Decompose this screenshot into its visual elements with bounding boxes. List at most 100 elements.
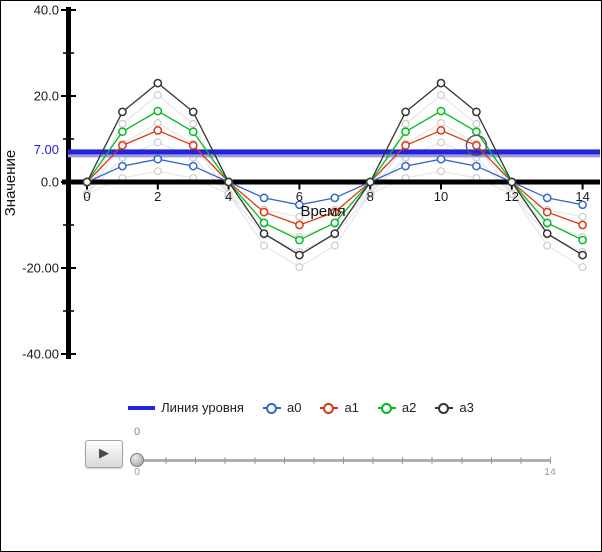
series-point-a0[interactable]: [436, 154, 446, 164]
y-axis-tick: [61, 353, 76, 355]
y-tick-label: -40.00: [22, 347, 59, 362]
series-point-a2[interactable]: [330, 218, 340, 228]
series-point-a3[interactable]: [365, 177, 375, 187]
ghost-series-point: [224, 190, 233, 199]
ghost-series-point: [260, 241, 269, 250]
series-point-a3[interactable]: [153, 78, 163, 88]
series-point-a3[interactable]: [401, 107, 410, 117]
legend-item-level-line[interactable]: Линия уровня: [128, 400, 244, 415]
series-point-a1[interactable]: [472, 141, 481, 150]
x-axis-tick: [510, 184, 513, 190]
slider-handle[interactable]: [130, 453, 144, 467]
series-point-a2[interactable]: [542, 218, 552, 228]
play-button[interactable]: ▶: [85, 440, 123, 468]
series-point-a2[interactable]: [259, 218, 269, 228]
y-axis-minor-tick: [63, 310, 74, 312]
series-point-a1[interactable]: [153, 126, 163, 135]
series-point-a0[interactable]: [401, 161, 410, 171]
ghost-series-point: [118, 119, 127, 128]
series-point-a1[interactable]: [330, 207, 340, 217]
series-point-a0[interactable]: [188, 161, 198, 171]
a1-marker-icon: [320, 402, 339, 414]
slider-min-label: 0: [134, 466, 140, 478]
x-tick-label: 12: [505, 189, 519, 204]
series-point-a0[interactable]: [118, 161, 127, 171]
series-point-a0[interactable]: [578, 200, 587, 210]
ghost-series-point: [295, 263, 304, 272]
series-point-a2[interactable]: [295, 235, 304, 245]
level-line[interactable]: [68, 149, 600, 155]
series-point-a3[interactable]: [82, 177, 92, 187]
series-point-a3[interactable]: [330, 229, 340, 238]
series-point-a1[interactable]: [188, 141, 198, 150]
series-point-a0[interactable]: [153, 154, 163, 164]
level-line-value-label: 7.00: [34, 142, 59, 157]
chart-legend: Линия уровня a0 a1 a2: [1, 400, 601, 415]
series-point-a3[interactable]: [507, 177, 517, 187]
series-point-a1[interactable]: [118, 141, 127, 150]
series-point-a0[interactable]: [330, 193, 340, 203]
ghost-series-point: [153, 167, 162, 176]
x-axis-tick: [227, 184, 230, 190]
series-point-a3[interactable]: [295, 250, 304, 260]
ghost-series-point: [543, 241, 552, 250]
series-point-a2[interactable]: [401, 127, 410, 137]
y-tick-label: -20.00: [22, 261, 59, 276]
x-axis-title: Время: [300, 203, 345, 220]
ghost-series-point: [366, 190, 375, 199]
series-point-a1[interactable]: [295, 220, 304, 230]
y-tick-label: 20.0: [34, 89, 59, 104]
series-point-a3[interactable]: [118, 107, 127, 117]
a3-marker-icon: [435, 402, 454, 414]
legend-item-a0[interactable]: a0: [262, 400, 301, 415]
series-point-a0[interactable]: [295, 200, 304, 210]
series-point-a1[interactable]: [259, 207, 269, 217]
series-point-a3[interactable]: [542, 229, 552, 238]
y-axis-title: Значение: [2, 150, 19, 217]
series-point-a0[interactable]: [259, 193, 269, 203]
x-tick-label: 14: [575, 189, 589, 204]
x-tick-label: 0: [83, 189, 90, 204]
slider-max-label: 14: [544, 466, 556, 478]
x-axis-tick: [298, 184, 301, 190]
series-point-a2[interactable]: [436, 106, 446, 116]
series-point-a1[interactable]: [542, 207, 552, 217]
series-point-a2[interactable]: [188, 127, 198, 137]
x-axis-tick: [440, 184, 442, 190]
legend-item-a2[interactable]: a2: [377, 400, 416, 415]
series-point-a2[interactable]: [153, 106, 163, 116]
series-point-a0[interactable]: [472, 161, 481, 171]
series-point-a1[interactable]: [578, 220, 587, 230]
series-point-a3[interactable]: [436, 78, 446, 88]
x-tick-label: 2: [154, 189, 161, 204]
series-point-a2[interactable]: [472, 127, 481, 137]
series-point-a1[interactable]: [401, 141, 410, 150]
x-axis-tick: [86, 184, 88, 190]
series-point-a3[interactable]: [188, 107, 198, 117]
ghost-series-point: [437, 167, 446, 176]
legend-item-a1[interactable]: a1: [320, 400, 359, 415]
level-line-swatch-icon: [128, 405, 156, 410]
series-point-a3[interactable]: [578, 250, 587, 260]
series-point-a3[interactable]: [472, 107, 481, 117]
series-point-a2[interactable]: [578, 235, 587, 245]
ghost-series-point: [437, 119, 446, 128]
ghost-series-point: [507, 190, 516, 199]
ghost-series-point: [401, 119, 410, 128]
line-chart[interactable]: 40.0 20.0 0.0 -20.00 -40.00 7.00 0 2 4 6 8 10 12 14 Вр…: [1, 1, 602, 393]
ghost-series-point: [578, 212, 587, 221]
play-icon: ▶: [99, 446, 109, 461]
x-tick-label: 4: [225, 189, 232, 204]
selected-point-ring: [465, 134, 488, 157]
x-tick-label: 6: [296, 189, 303, 204]
legend-label: a1: [344, 400, 359, 415]
series-point-a2[interactable]: [118, 127, 127, 137]
series-point-a0[interactable]: [542, 193, 552, 203]
series-point-a1[interactable]: [436, 126, 446, 135]
ghost-series-point: [82, 190, 91, 199]
slider-track[interactable]: [136, 457, 551, 464]
legend-item-a3[interactable]: a3: [435, 400, 474, 415]
x-axis-line: [62, 179, 600, 185]
series-point-a3[interactable]: [259, 229, 269, 238]
series-point-a3[interactable]: [224, 177, 233, 187]
